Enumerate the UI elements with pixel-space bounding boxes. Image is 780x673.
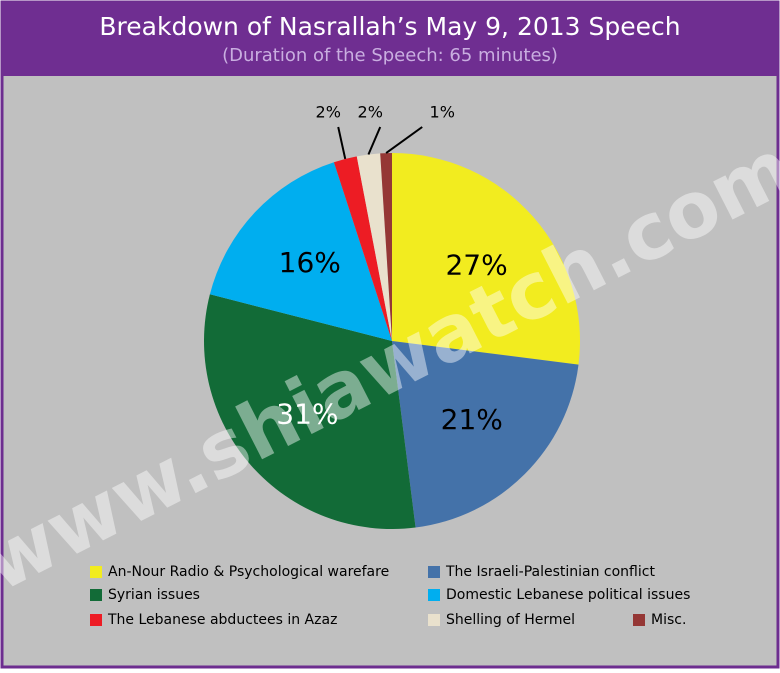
legend-label: Domestic Lebanese political issues [446, 587, 690, 603]
legend-label: Shelling of Hermel [446, 612, 575, 628]
legend: An-Nour Radio & Psychological warefare Th… [90, 564, 690, 628]
value-label: 31% [276, 398, 338, 431]
legend-swatch [428, 566, 440, 578]
pie-slice [204, 294, 416, 529]
legend-swatch [90, 566, 102, 578]
value-label: 21% [441, 403, 503, 436]
leader-line [337, 126, 347, 160]
pie-slice [392, 153, 581, 365]
legend-swatch [90, 589, 102, 601]
value-label: 2% [358, 103, 383, 122]
legend-label: Syrian issues [108, 587, 200, 603]
legend-label: The Lebanese abductees in Azaz [107, 612, 337, 628]
pie-slice [392, 341, 579, 528]
legend-swatch [90, 614, 102, 626]
value-label: 1% [430, 103, 455, 122]
legend-label: Misc. [651, 612, 686, 628]
chart-title: Breakdown of Nasrallah’s May 9, 2013 Spe… [99, 12, 680, 41]
leader-line [385, 126, 423, 154]
title-bar [2, 2, 778, 76]
pie-slice [380, 153, 392, 341]
value-label: 16% [279, 246, 341, 279]
legend-swatch [633, 614, 645, 626]
chart-subtitle: (Duration of the Speech: 65 minutes) [222, 45, 558, 66]
leader-line [367, 126, 382, 155]
legend-label: An-Nour Radio & Psychological warefare [108, 564, 389, 580]
pie-slice [209, 162, 392, 341]
pie-slice [333, 156, 392, 341]
pie: 27% 21% 31% 16% 2% 2% 1% [204, 103, 581, 529]
legend-swatch [428, 589, 440, 601]
legend-label: The Israeli-Palestinian conflict [445, 564, 655, 580]
value-label: 27% [445, 248, 507, 281]
legend-swatch [428, 614, 440, 626]
value-label: 2% [316, 103, 341, 122]
pie-slice [356, 153, 392, 341]
